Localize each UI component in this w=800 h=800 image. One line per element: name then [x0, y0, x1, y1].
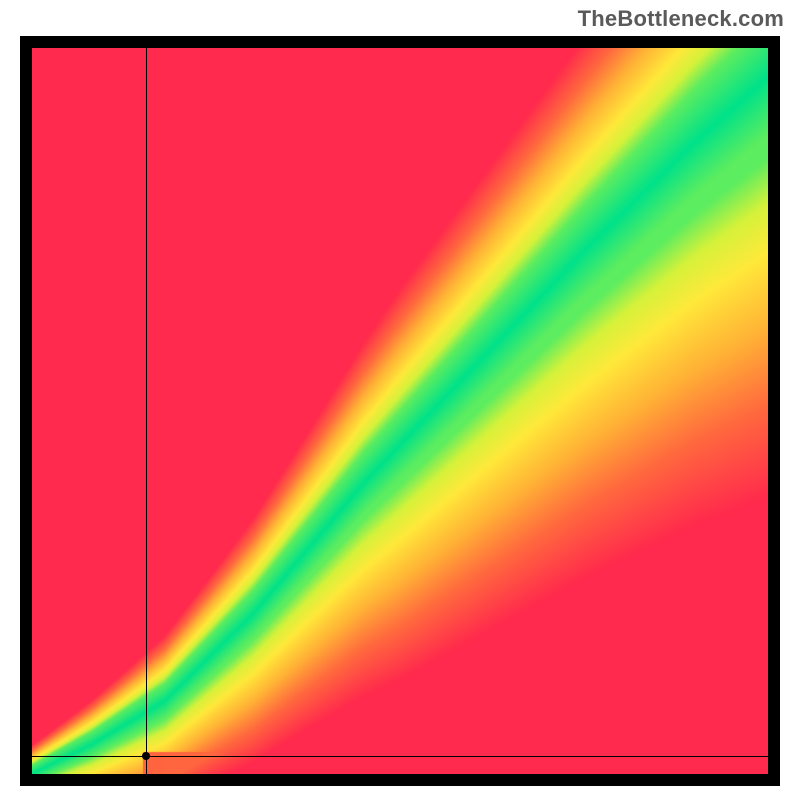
watermark-text: TheBottleneck.com	[578, 6, 784, 32]
heatmap-canvas	[32, 48, 768, 774]
heatmap-area	[32, 48, 768, 774]
crosshair-dot	[142, 752, 150, 760]
crosshair-vertical	[146, 48, 147, 774]
heatmap-frame	[20, 36, 780, 786]
